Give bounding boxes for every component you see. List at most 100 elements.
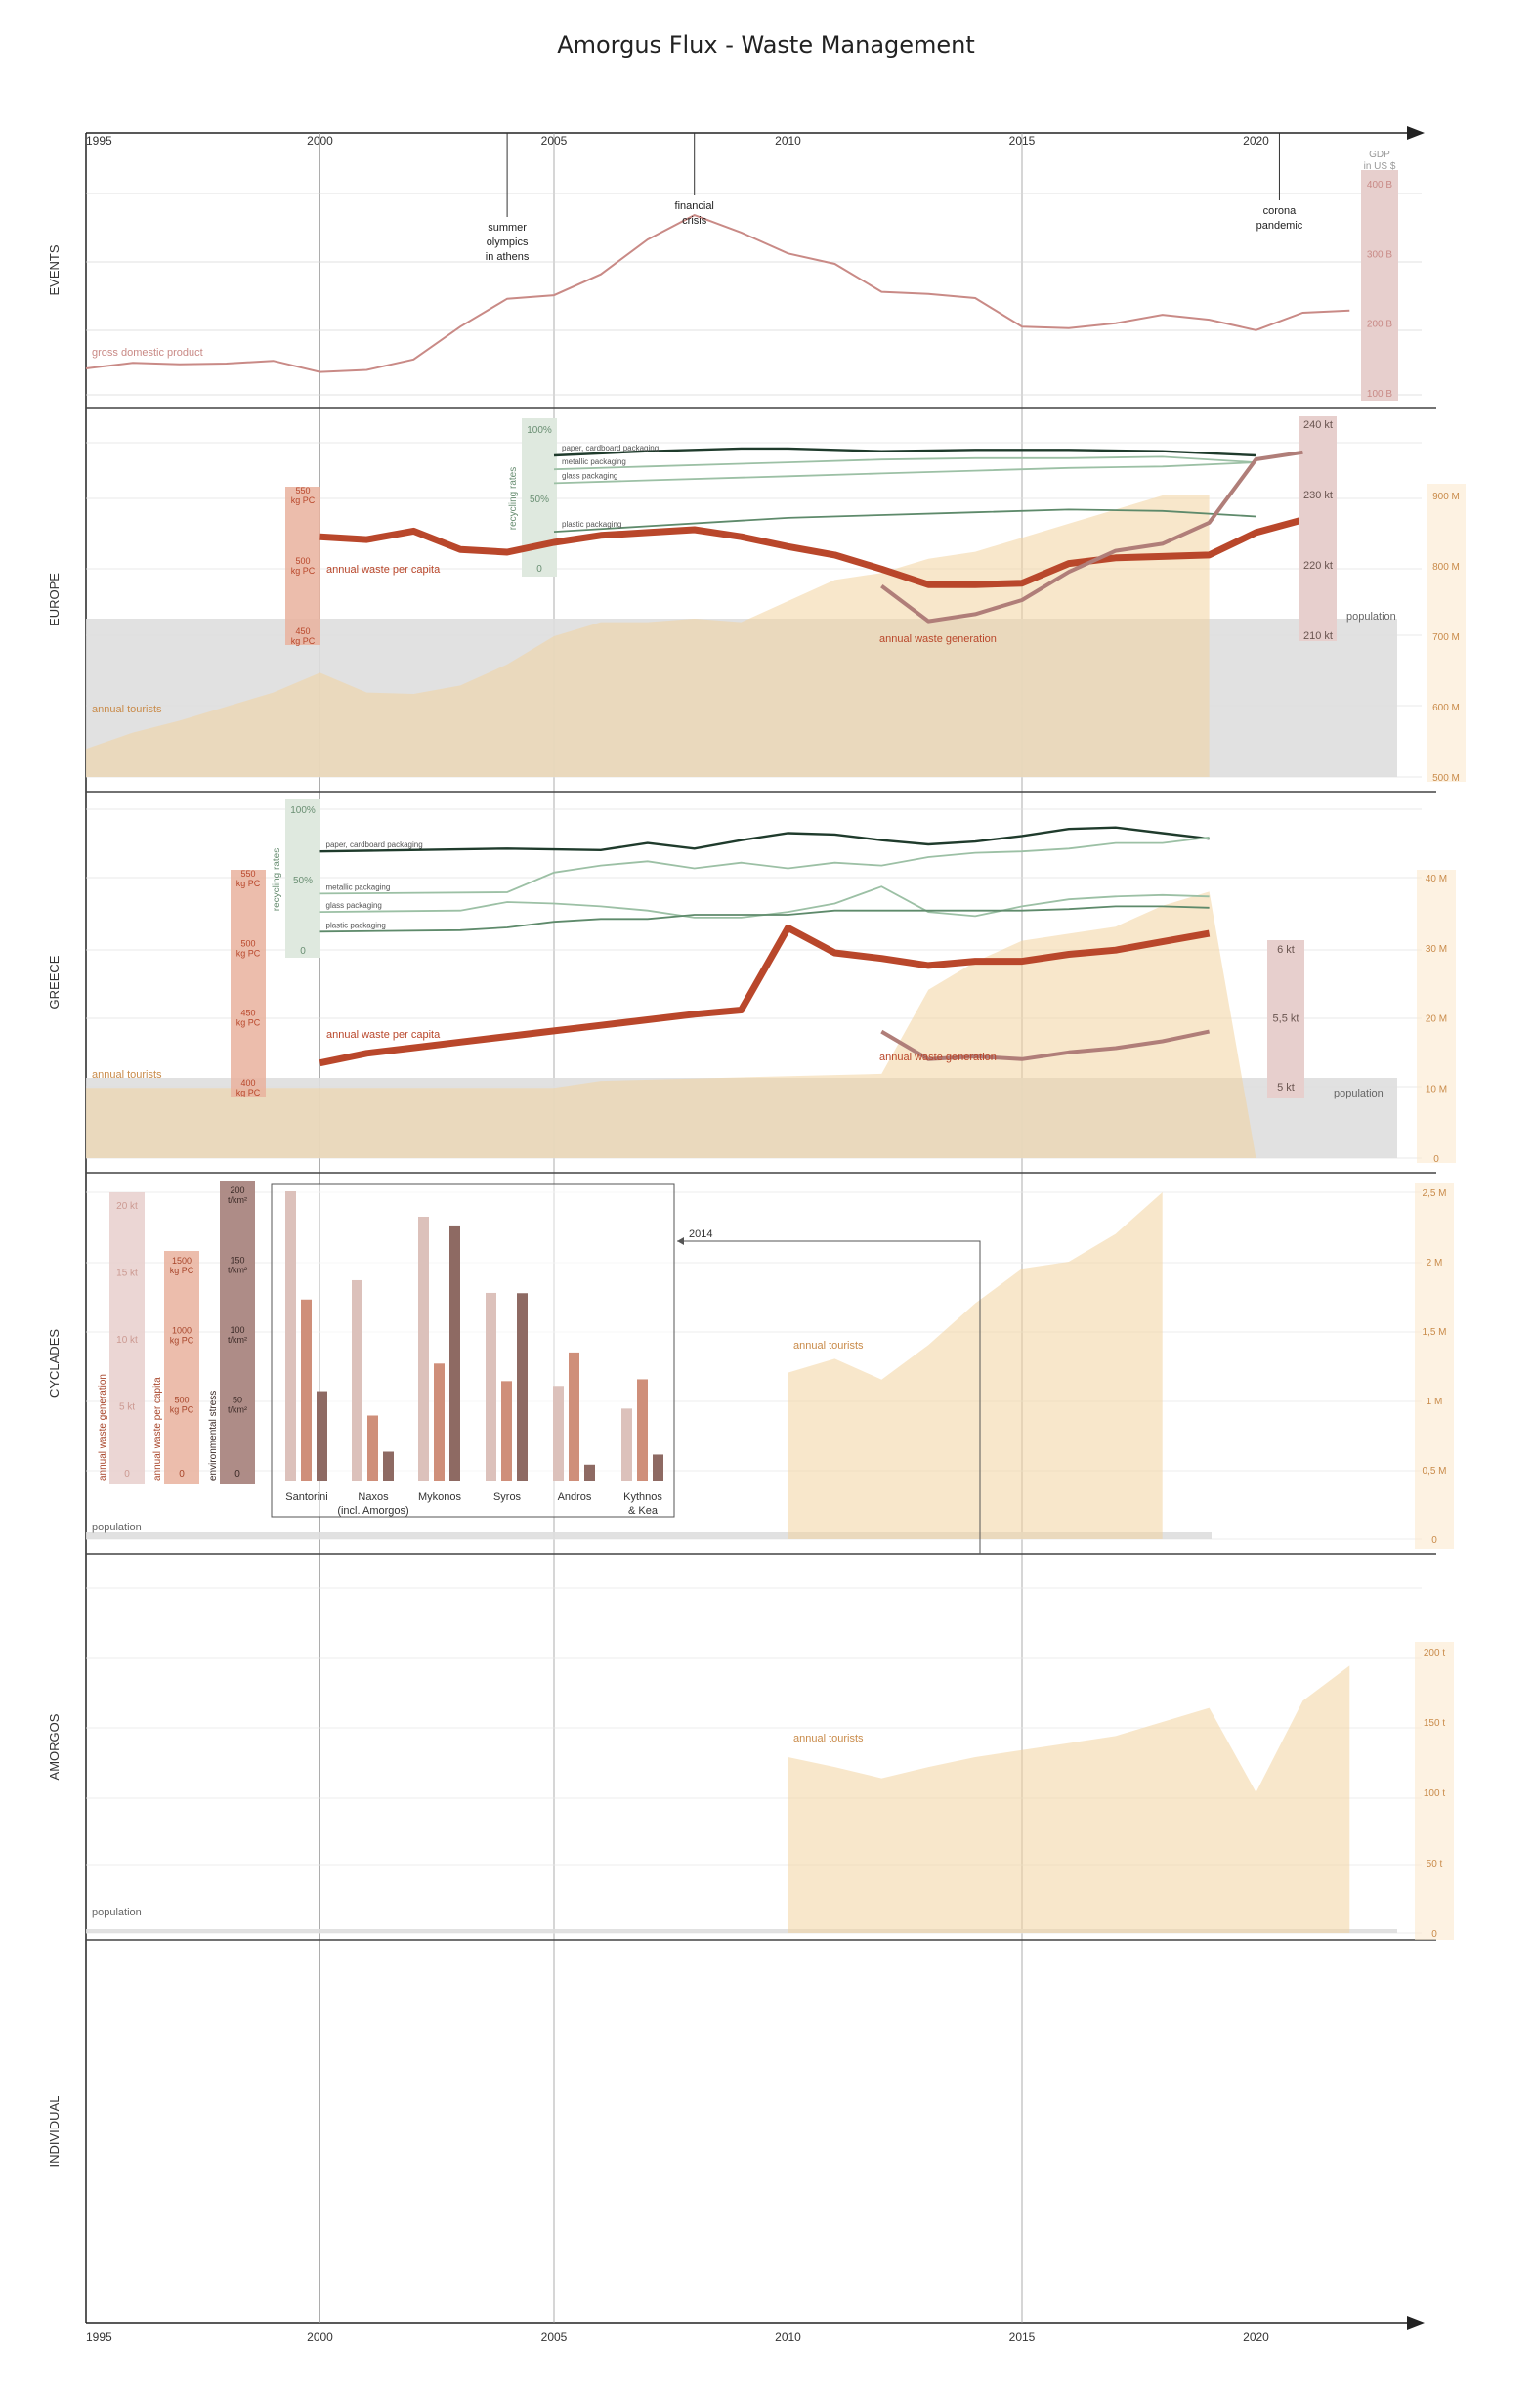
cyclades-bar-inset — [271, 1183, 675, 1518]
cyclades-axis-tick-label: kg PC — [170, 1266, 194, 1275]
greece-panel: annual tourists population 40 M 30 M 20 M 10 … — [86, 799, 1456, 1165]
x-tick-label-bottom: 2010 — [775, 2330, 801, 2344]
amorgos-tourist-axis-box — [1415, 1642, 1454, 1940]
europe-waste-pc-axis-box — [285, 487, 320, 645]
row-label-cyclades: CYCLADES — [47, 1329, 62, 1398]
greece-recycling-axis-box — [285, 799, 320, 958]
greece-tourist-axis-box — [1417, 870, 1456, 1163]
x-tick-label-bottom: 2005 — [541, 2330, 568, 2344]
greece-recycling-line — [319, 836, 1210, 895]
cyclades-bar — [301, 1299, 312, 1481]
greece-waste-pc-axis-box — [231, 870, 266, 1096]
cyclades-axis-tick-label: 5 kt — [119, 1402, 135, 1413]
europe-waste-gen-tick-label: 230 kt — [1303, 490, 1333, 501]
gdp-series-label: gross domestic product — [92, 347, 203, 359]
bottom-axis-arrow — [1407, 2316, 1425, 2330]
cyclades-bar — [517, 1293, 528, 1481]
europe-recycling-label: metallic packaging — [562, 457, 626, 466]
cyclades-bar — [383, 1451, 394, 1481]
cyclades-bar — [584, 1464, 595, 1481]
greece-recycling-label: plastic packaging — [326, 921, 386, 929]
cyclades-bar — [569, 1352, 579, 1481]
europe-recycling-tick-label: 100% — [527, 425, 552, 436]
cyclades-bar-category-label: Syros — [493, 1491, 522, 1503]
cyclades-bar — [637, 1379, 648, 1481]
greece-waste-pc-line — [319, 924, 1211, 1067]
europe-waste-gen-tick-label: 210 kt — [1303, 630, 1333, 642]
cyclades-axis-tick-label: t/km² — [228, 1195, 247, 1205]
amorgos-tourist-axis-tick-label: 50 t — [1427, 1859, 1443, 1870]
greece-waste-gen-tick-label: 6 kt — [1277, 944, 1295, 956]
greece-recycling-line — [319, 826, 1210, 853]
cyclades-axis-tick-label: t/km² — [228, 1405, 247, 1415]
cyclades-tourist-axis-tick-label: 0 — [1431, 1535, 1437, 1546]
europe-recycling-tick-label: 50% — [530, 494, 549, 505]
greece-tourist-axis-tick-label: 30 M — [1426, 944, 1447, 955]
greece-waste-gen-label: annual waste generation — [879, 1052, 997, 1063]
greece-tourist-axis-tick-label: 40 M — [1426, 874, 1447, 884]
gdp-tick-label: 100 B — [1367, 389, 1392, 400]
population-band — [86, 1929, 1397, 1933]
x-tick-label-bottom: 2015 — [1009, 2330, 1036, 2344]
europe-waste-pc-label: annual waste per capita — [326, 564, 441, 576]
cyclades-axis-tick-label: 0 — [234, 1469, 240, 1480]
x-tick-label-top: 1995 — [86, 134, 112, 148]
europe-panel: annual tourists population 900 M 800 M 700 M… — [86, 416, 1466, 784]
greece-waste-pc-label: annual waste per capita — [326, 1029, 441, 1041]
europe-waste-pc-line — [319, 516, 1304, 588]
cyclades-axis-title: annual waste per capita — [152, 1377, 163, 1481]
cyclades-tourist-axis-tick-label: 1 M — [1427, 1397, 1443, 1407]
amorgos-tourists-label: annual tourists — [793, 1733, 864, 1744]
greece-waste-gen-line — [880, 1029, 1211, 1061]
europe-recycling-tick-label: 0 — [536, 564, 542, 575]
cyclades-bar — [653, 1454, 663, 1481]
europe-tourists-label: annual tourists — [92, 704, 162, 715]
greece-recycling-tick-label: 100% — [290, 805, 316, 816]
cyclades-tourist-area — [788, 1192, 1163, 1539]
event-annotation: financial — [675, 200, 714, 212]
cyclades-axis-tick-label: 15 kt — [116, 1268, 138, 1279]
greece-recycling-line — [319, 905, 1210, 933]
greece-tourist-axis-tick-label: 10 M — [1426, 1084, 1447, 1095]
greece-recycling-axis-title: recycling rates — [272, 848, 282, 911]
cyclades-axis-tick-label: 10 kt — [116, 1335, 138, 1346]
greece-waste-pc-tick-label: kg PC — [236, 948, 261, 958]
event-annotation: pandemic — [1256, 220, 1303, 232]
cyclades-panel: annual tourists population 2,5 M 2 M 1,5 M 1 … — [86, 1181, 1454, 1554]
europe-tourist-axis-tick-label: 700 M — [1432, 632, 1460, 643]
gdp-line — [85, 214, 1350, 373]
cyclades-bar — [434, 1363, 445, 1481]
cyclades-bar-category-label: Kythnos — [623, 1491, 662, 1503]
europe-recycling-label: paper, cardboard packaging — [562, 444, 659, 452]
europe-tourist-area — [86, 495, 1210, 777]
top-axis-arrow — [1407, 126, 1425, 140]
cyclades-bar-category-label: (incl. Amorgos) — [337, 1505, 408, 1517]
population-band — [86, 1532, 1212, 1539]
cyclades-left-axis-box — [164, 1251, 199, 1484]
cyclades-axis-tick-label: 0 — [124, 1469, 130, 1480]
cyclades-axis-tick-label: t/km² — [228, 1335, 247, 1345]
europe-recycling-label: plastic packaging — [562, 520, 621, 529]
cyclades-axis-title: environmental stress — [208, 1391, 219, 1481]
greece-recycling-label: metallic packaging — [326, 882, 391, 891]
cyclades-axis-tick-label: 1000 — [172, 1325, 192, 1335]
cyclades-axis-tick-label: kg PC — [170, 1405, 194, 1415]
event-annotation: in athens — [486, 251, 530, 263]
gdp-axis-box — [1361, 170, 1398, 401]
europe-waste-pc-tick-label: 450 — [295, 626, 310, 636]
europe-tourist-axis-tick-label: 800 M — [1432, 562, 1460, 573]
event-annotation: crisis — [682, 215, 707, 227]
greece-tourist-axis-tick-label: 0 — [1433, 1154, 1439, 1165]
greece-recycling-label: glass packaging — [326, 901, 382, 910]
europe-recycling-line — [553, 447, 1256, 457]
europe-recycling-line — [553, 461, 1256, 485]
gdp-axis-title: GDP — [1369, 150, 1390, 160]
cyclades-left-axis-box — [220, 1181, 255, 1484]
greece-recycling-tick-label: 0 — [300, 946, 306, 957]
europe-recycling-label: glass packaging — [562, 471, 617, 480]
europe-recycling-line — [553, 455, 1256, 471]
gdp-tick-label: 200 B — [1367, 320, 1392, 330]
europe-waste-gen-tick-label: 220 kt — [1303, 560, 1333, 572]
